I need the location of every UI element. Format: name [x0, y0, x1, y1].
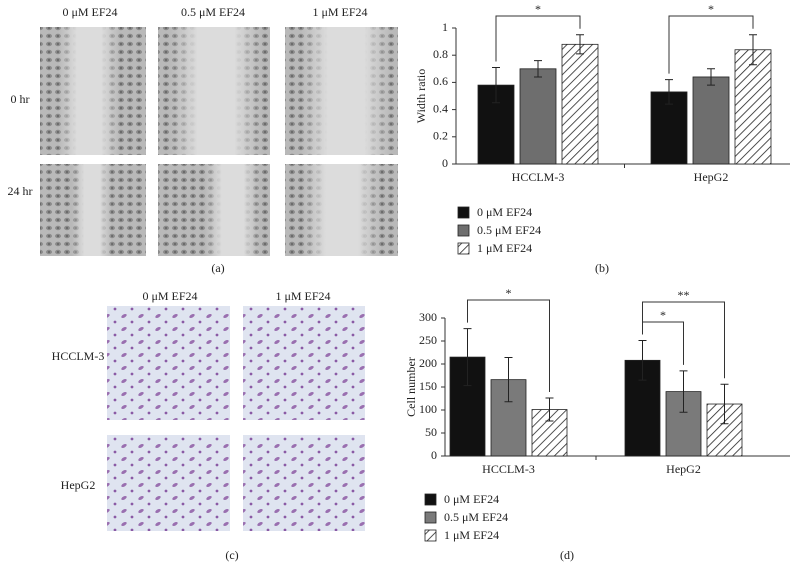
significance-label: ** [678, 288, 690, 302]
error-bar [492, 66, 500, 104]
legend-swatch [424, 529, 437, 542]
panel-label: (a) [211, 261, 224, 275]
y-tick-label: 150 [419, 379, 437, 393]
significance-bracket [495, 15, 581, 62]
y-tick-label: 0.6 [433, 74, 448, 88]
column-label: 0 μM EF24 [142, 289, 197, 303]
error-bar [720, 383, 729, 425]
y-tick-label: 0.4 [433, 101, 448, 115]
bar [561, 43, 599, 165]
error-bar [679, 370, 688, 413]
y-tick-label: 100 [419, 402, 437, 416]
panel-label: (b) [595, 261, 609, 275]
legend-label: 0.5 μM EF24 [444, 510, 508, 524]
legend-swatch [457, 206, 470, 219]
legend-swatch [457, 224, 470, 237]
legend-label: 0.5 μM EF24 [477, 223, 541, 237]
y-tick-label: 1 [442, 20, 448, 34]
y-tick-label: 0.2 [433, 129, 448, 143]
y-axis-label: Cell number [404, 357, 418, 417]
y-tick-label: 0 [431, 448, 437, 462]
micrographs [40, 27, 398, 256]
legend-label: 1 μM EF24 [444, 528, 499, 542]
column-label: 0 μM EF24 [62, 5, 117, 19]
error-bar [665, 79, 673, 105]
row-label: HCCLM-3 [52, 349, 105, 363]
y-tick-label: 50 [425, 425, 437, 439]
row-label: 24 hr [8, 184, 33, 198]
bar [692, 76, 730, 165]
error-bar [707, 68, 715, 86]
significance-bracket [467, 299, 550, 393]
y-tick-label: 300 [419, 310, 437, 324]
panel-label: (c) [225, 548, 238, 562]
column-label: 1 μM EF24 [275, 289, 330, 303]
y-tick-label: 250 [419, 333, 437, 347]
bar [519, 68, 557, 165]
y-tick-label: 200 [419, 356, 437, 370]
panel-a: 0 μM EF24 0.5 μM EF24 1 μM EF24 0 hr 24 … [8, 5, 398, 275]
error-bar [504, 357, 513, 403]
legend-swatch [424, 493, 437, 506]
error-bar [749, 34, 757, 66]
significance-bracket [668, 15, 754, 74]
row-label: HepG2 [61, 478, 96, 492]
legend-label: 1 μM EF24 [477, 241, 532, 255]
bar [734, 49, 772, 165]
significance-bracket [642, 321, 684, 365]
error-bar [534, 60, 542, 78]
error-bar [576, 34, 584, 55]
error-bar [463, 328, 472, 387]
panel-c: 0 μM EF24 1 μM EF24 HCCLM-3 HepG2 (c) [52, 289, 365, 562]
legend-label: 0 μM EF24 [477, 205, 532, 219]
error-bar [638, 340, 647, 381]
significance-label: * [660, 308, 666, 322]
legend-swatch [424, 511, 437, 524]
significance-label: * [535, 2, 541, 16]
significance-bracket [642, 301, 725, 379]
y-tick-label: 0.8 [433, 47, 448, 61]
x-tick-label: HCCLM-3 [482, 462, 535, 476]
legend-swatch [457, 242, 470, 255]
row-label: 0 hr [11, 92, 30, 106]
legend-label: 0 μM EF24 [444, 492, 499, 506]
column-label: 1 μM EF24 [312, 5, 367, 19]
x-tick-label: HepG2 [694, 170, 729, 184]
significance-label: * [708, 2, 714, 16]
x-tick-label: HepG2 [666, 462, 701, 476]
panel-label: (d) [560, 548, 574, 562]
y-axis-label: Width ratio [414, 69, 428, 124]
significance-label: * [506, 286, 512, 300]
error-bar [545, 397, 554, 422]
column-label: 0.5 μM EF24 [181, 5, 245, 19]
x-tick-label: HCCLM-3 [512, 170, 565, 184]
y-tick-label: 0 [442, 156, 448, 170]
micrographs [107, 306, 365, 531]
